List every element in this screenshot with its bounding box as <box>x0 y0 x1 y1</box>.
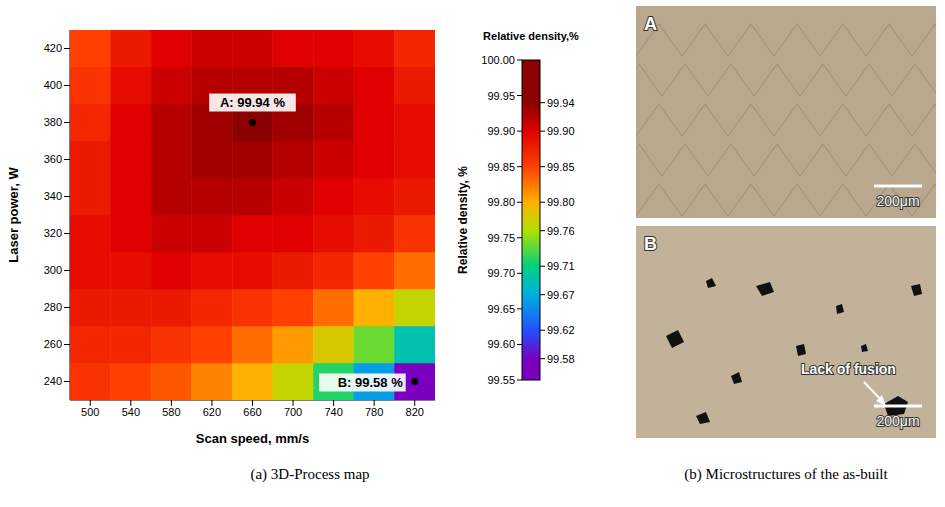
svg-text:620: 620 <box>203 406 221 418</box>
svg-text:A: 99.94 %: A: 99.94 % <box>220 95 285 110</box>
svg-text:99.85: 99.85 <box>547 161 575 173</box>
svg-text:99.85: 99.85 <box>487 161 515 173</box>
svg-text:340: 340 <box>44 190 62 202</box>
svg-text:280: 280 <box>44 301 62 313</box>
svg-text:99.71: 99.71 <box>547 260 575 272</box>
svg-text:Lack of fusion: Lack of fusion <box>801 361 896 377</box>
svg-text:740: 740 <box>324 406 342 418</box>
svg-text:260: 260 <box>44 338 62 350</box>
svg-text:99.95: 99.95 <box>487 90 515 102</box>
svg-text:99.70: 99.70 <box>487 267 515 279</box>
svg-text:99.75: 99.75 <box>487 232 515 244</box>
svg-text:B: 99.58 %: B: 99.58 % <box>338 375 403 390</box>
svg-text:A: A <box>644 14 657 34</box>
svg-text:99.76: 99.76 <box>547 225 575 237</box>
svg-text:200μm: 200μm <box>876 193 919 209</box>
svg-text:660: 660 <box>243 406 261 418</box>
svg-text:780: 780 <box>365 406 383 418</box>
svg-text:360: 360 <box>44 153 62 165</box>
svg-text:99.55: 99.55 <box>487 374 515 386</box>
svg-text:320: 320 <box>44 227 62 239</box>
svg-text:500: 500 <box>81 406 99 418</box>
svg-text:Relative density,%: Relative density,% <box>483 30 579 42</box>
svg-text:99.58: 99.58 <box>547 353 575 365</box>
svg-text:99.80: 99.80 <box>487 196 515 208</box>
svg-text:540: 540 <box>122 406 140 418</box>
svg-text:420: 420 <box>44 42 62 54</box>
html-text:(b) Microstructures of the as-: (b) Microstructures of the as-built <box>684 466 888 482</box>
html-text:(a) 3D-Process map: (a) 3D-Process map <box>250 466 370 482</box>
svg-text:Relative density, %: Relative density, % <box>456 166 470 274</box>
svg-text:100.00: 100.00 <box>481 54 515 66</box>
svg-text:99.67: 99.67 <box>547 289 575 301</box>
svg-text:200μm: 200μm <box>876 413 919 429</box>
svg-text:820: 820 <box>406 406 424 418</box>
svg-text:99.94: 99.94 <box>547 97 575 109</box>
svg-text:Scan speed, mm/s: Scan speed, mm/s <box>196 431 309 446</box>
svg-text:99.65: 99.65 <box>487 303 515 315</box>
svg-text:B: B <box>644 234 657 254</box>
svg-text:700: 700 <box>284 406 302 418</box>
svg-text:580: 580 <box>162 406 180 418</box>
svg-text:Laser power, W: Laser power, W <box>6 167 21 263</box>
svg-text:99.60: 99.60 <box>487 338 515 350</box>
svg-text:99.90: 99.90 <box>487 125 515 137</box>
svg-text:240: 240 <box>44 375 62 387</box>
svg-text:300: 300 <box>44 264 62 276</box>
svg-text:400: 400 <box>44 79 62 91</box>
svg-text:99.80: 99.80 <box>547 196 575 208</box>
svg-text:99.62: 99.62 <box>547 324 575 336</box>
svg-text:99.90: 99.90 <box>547 125 575 137</box>
svg-text:380: 380 <box>44 116 62 128</box>
